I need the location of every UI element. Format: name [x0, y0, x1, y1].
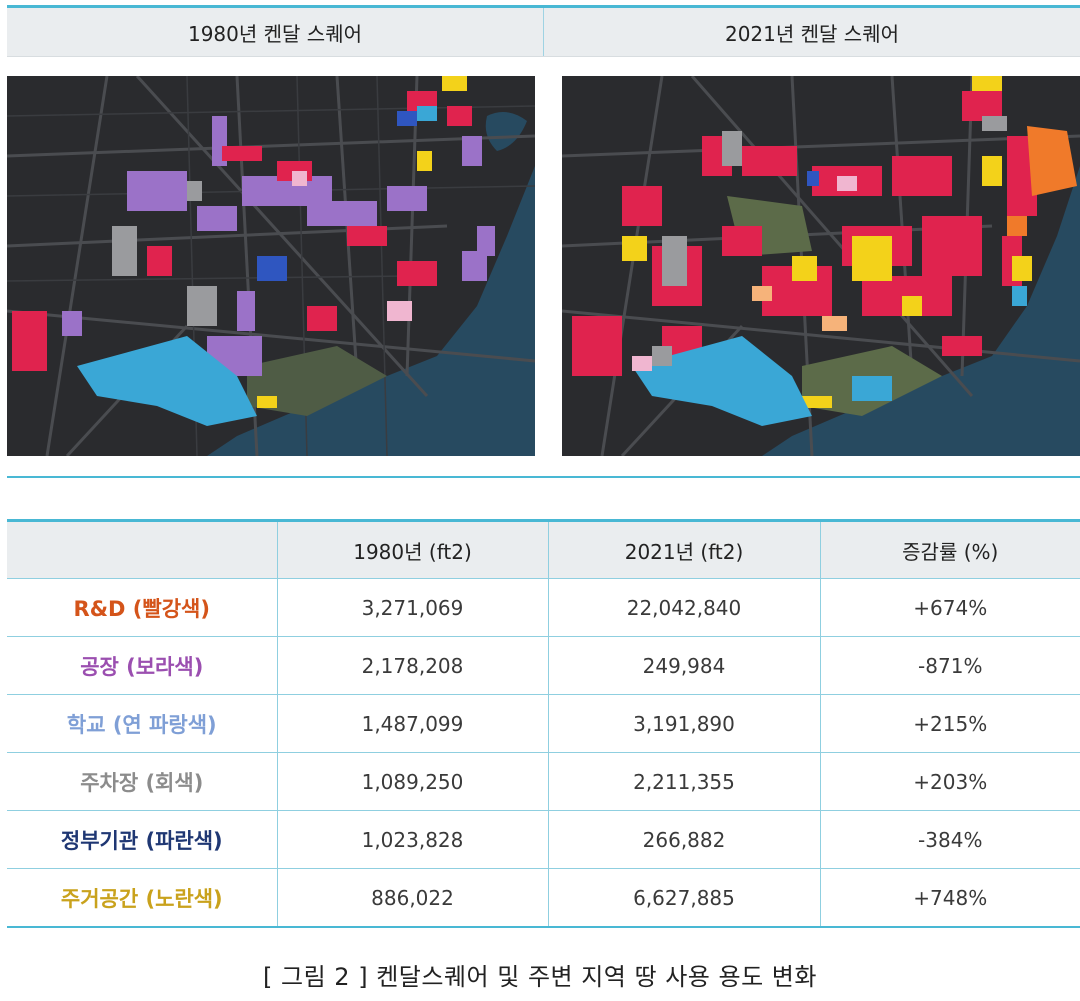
value-1980-cell: 2,178,208: [276, 636, 549, 695]
change-cell: +748%: [819, 868, 1080, 928]
category-cell: 주차장 (회색): [7, 752, 278, 811]
header-category: [7, 520, 278, 579]
value-2021-cell: 266,882: [547, 810, 821, 869]
value-2021-cell: 6,627,885: [547, 868, 821, 928]
change-cell: +203%: [819, 752, 1080, 811]
figure-caption: [ 그림 2 ] 켄달스퀘어 및 주변 지역 땅 사용 용도 변화: [263, 963, 817, 991]
value-2021-cell: 3,191,890: [547, 694, 821, 753]
category-cell: 정부기관 (파란색): [7, 810, 278, 869]
value-1980-cell: 1,487,099: [276, 694, 549, 753]
category-cell: 주거공간 (노란색): [7, 868, 278, 928]
category-cell: 공장 (보라색): [7, 636, 278, 695]
value-1980-cell: 1,023,828: [276, 810, 549, 869]
category-cell: 학교 (연 파랑색): [7, 694, 278, 753]
map-comparison-panel: 1980년 켄달 스퀘어 2021년 켄달 스퀘어: [7, 5, 1080, 478]
change-cell: +674%: [819, 578, 1080, 637]
map-1980: [7, 76, 535, 456]
value-2021-cell: 22,042,840: [547, 578, 821, 637]
table-row: R&D (빨강색) 3,271,069 22,042,840 +674%: [7, 578, 1080, 637]
change-cell: -384%: [819, 810, 1080, 869]
table-row: 학교 (연 파랑색) 1,487,099 3,191,890 +215%: [7, 694, 1080, 753]
change-cell: -871%: [819, 636, 1080, 695]
table-row: 주거공간 (노란색) 886,022 6,627,885 +748%: [7, 868, 1080, 928]
change-cell: +215%: [819, 694, 1080, 753]
value-2021-cell: 249,984: [547, 636, 821, 695]
value-1980-cell: 1,089,250: [276, 752, 549, 811]
value-1980-cell: 886,022: [276, 868, 549, 928]
header-2021: 2021년 (ft2): [547, 520, 821, 579]
table-row: 주차장 (회색) 1,089,250 2,211,355 +203%: [7, 752, 1080, 811]
category-cell: R&D (빨강색): [7, 578, 278, 637]
header-1980: 1980년 (ft2): [276, 520, 549, 579]
map-title-1980: 1980년 켄달 스퀘어: [187, 21, 362, 46]
map-header: 1980년 켄달 스퀘어 2021년 켄달 스퀘어: [7, 8, 1080, 57]
map-title-2021: 2021년 켄달 스퀘어: [543, 8, 1080, 56]
table-header-row: 1980년 (ft2) 2021년 (ft2) 증감률 (%): [7, 520, 1080, 579]
land-use-table: 1980년 (ft2) 2021년 (ft2) 증감률 (%) R&D (빨강색…: [7, 519, 1080, 928]
value-2021-cell: 2,211,355: [547, 752, 821, 811]
table-row: 정부기관 (파란색) 1,023,828 266,882 -384%: [7, 810, 1080, 869]
value-1980-cell: 3,271,069: [276, 578, 549, 637]
map-2021: [562, 76, 1080, 456]
header-change: 증감률 (%): [819, 520, 1080, 579]
table-row: 공장 (보라색) 2,178,208 249,984 -871%: [7, 636, 1080, 695]
